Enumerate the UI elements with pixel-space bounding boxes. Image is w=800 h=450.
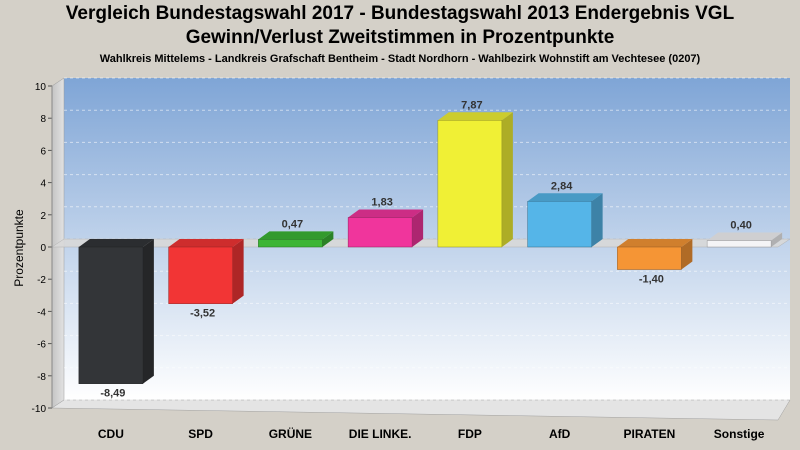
data-label: 0,40 (730, 220, 751, 232)
y-tick-label: -8 (37, 372, 46, 383)
x-tick-label: CDU (98, 427, 124, 441)
bar-side (142, 239, 154, 384)
chart-title-line2: Gewinn/Verlust Zweitstimmen in Prozentpu… (185, 27, 615, 48)
y-tick-label: -2 (37, 275, 46, 286)
y-tick-label: 10 (35, 82, 47, 93)
bar-top (707, 232, 783, 241)
y-tick-label: 0 (40, 243, 46, 254)
bar-top (437, 112, 513, 121)
bar-side (591, 193, 603, 247)
y-tick-label: -4 (37, 307, 46, 318)
chart-title: Vergleich Bundestagswahl 2017 - Bundesta… (65, 3, 735, 24)
bar-side (322, 231, 334, 247)
bar-top (348, 209, 424, 218)
y-tick-label: 2 (40, 211, 46, 222)
bar-top (527, 193, 603, 202)
data-label: -3,52 (190, 308, 215, 320)
bar-side (232, 239, 244, 304)
bar-gr-ne (258, 231, 334, 248)
x-tick-label: DIE LINKE. (349, 427, 412, 441)
bar-side (681, 239, 693, 270)
data-label: 0,47 (282, 218, 303, 230)
bar-sonstige (706, 232, 783, 248)
y-tick-label: -10 (32, 404, 47, 415)
bar-top (258, 231, 334, 240)
bar-top (78, 239, 154, 247)
bar-front (706, 240, 772, 248)
bar-front (78, 246, 144, 384)
y-tick-label: 6 (40, 146, 46, 157)
bar-front (168, 246, 233, 304)
data-label: -1,40 (639, 274, 664, 286)
plot-floor (51, 399, 791, 421)
x-tick-label: PIRATEN (623, 427, 675, 441)
bar-front (258, 239, 323, 248)
bar-afd (527, 193, 603, 248)
bar-side (412, 209, 424, 247)
chart-subtitle: Wahlkreis Mittelems - Landkreis Grafscha… (99, 53, 701, 65)
bar-piraten (617, 239, 693, 270)
y-tick-label: 4 (40, 179, 46, 190)
bar-top (168, 239, 244, 247)
bar-top (617, 239, 693, 247)
y-tick-label: -6 (37, 340, 46, 351)
data-label: 1,83 (371, 197, 392, 209)
bar-fdp (437, 112, 513, 248)
data-label: -8,49 (100, 388, 125, 400)
bar-front (527, 201, 592, 248)
x-tick-label: FDP (458, 427, 482, 441)
bar-front (617, 246, 682, 270)
x-tick-label: Sonstige (714, 427, 765, 441)
data-label: 7,87 (461, 99, 482, 111)
bar-spd (168, 239, 244, 304)
bar-front (437, 120, 503, 248)
x-tick-label: SPD (188, 427, 213, 441)
bar-side (501, 112, 513, 247)
data-label: 2,84 (551, 180, 573, 192)
bar-die-linke (347, 209, 424, 248)
bar-side (771, 232, 783, 247)
bar-front (347, 217, 413, 248)
x-tick-label: GRÜNE (269, 426, 312, 441)
bar-cdu (78, 239, 154, 384)
x-tick-label: AfD (549, 427, 571, 441)
y-tick-label: 8 (40, 114, 46, 125)
